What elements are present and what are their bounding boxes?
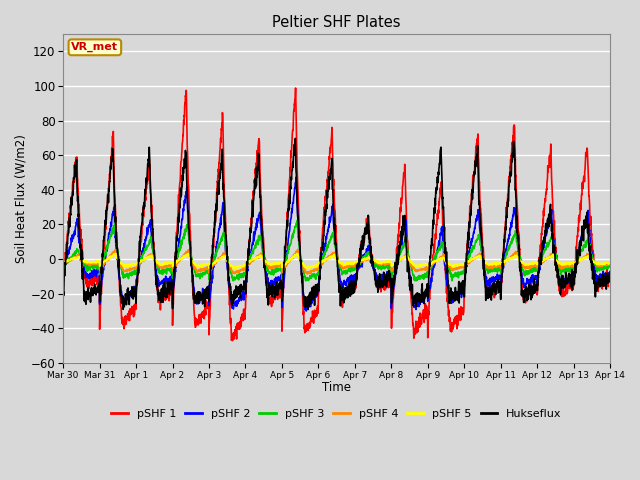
pSHF 2 (292, 174, 300, 180)
pSHF 5 (60, 260, 67, 266)
pSHF 4 (558, 264, 566, 270)
pSHF 4 (212, 258, 220, 264)
pSHF 5 (558, 261, 566, 267)
pSHF 4 (303, 271, 311, 277)
pSHF 1 (365, 214, 372, 219)
pSHF 1 (228, 338, 236, 344)
pSHF 3 (60, 265, 67, 271)
pSHF 2 (365, 245, 372, 251)
pSHF 3 (353, 262, 360, 267)
Hukseflux (606, 270, 614, 276)
pSHF 5 (606, 260, 614, 266)
Hukseflux (573, 247, 581, 252)
pSHF 2 (212, 250, 220, 256)
Line: Hukseflux: Hukseflux (63, 138, 610, 310)
pSHF 1 (292, 85, 300, 91)
Hukseflux (365, 226, 372, 232)
pSHF 5 (306, 265, 314, 271)
pSHF 2 (606, 269, 614, 275)
pSHF 5 (212, 259, 220, 264)
pSHF 2 (302, 308, 310, 314)
Title: Peltier SHF Plates: Peltier SHF Plates (273, 15, 401, 30)
pSHF 1 (353, 277, 360, 283)
Legend: pSHF 1, pSHF 2, pSHF 3, pSHF 4, pSHF 5, Hukseflux: pSHF 1, pSHF 2, pSHF 3, pSHF 4, pSHF 5, … (107, 405, 566, 423)
Hukseflux (291, 135, 299, 141)
pSHF 3 (293, 218, 301, 224)
pSHF 4 (353, 259, 360, 264)
Line: pSHF 2: pSHF 2 (63, 177, 610, 311)
pSHF 5 (365, 255, 372, 261)
pSHF 5 (496, 260, 504, 266)
pSHF 1 (60, 276, 67, 282)
pSHF 1 (212, 216, 220, 222)
Line: pSHF 1: pSHF 1 (63, 88, 610, 341)
Hukseflux (353, 271, 360, 276)
Hukseflux (60, 295, 67, 301)
pSHF 3 (212, 252, 220, 257)
pSHF 4 (573, 260, 581, 266)
pSHF 3 (606, 264, 614, 270)
pSHF 1 (606, 278, 614, 284)
pSHF 3 (558, 268, 566, 274)
pSHF 2 (60, 272, 67, 277)
pSHF 5 (573, 259, 581, 264)
X-axis label: Time: Time (322, 381, 351, 394)
pSHF 5 (112, 251, 120, 256)
pSHF 4 (294, 246, 301, 252)
pSHF 2 (558, 285, 566, 290)
pSHF 3 (573, 257, 581, 263)
Line: pSHF 3: pSHF 3 (63, 221, 610, 281)
pSHF 3 (496, 265, 504, 271)
pSHF 1 (558, 284, 566, 290)
pSHF 4 (365, 254, 372, 260)
Line: pSHF 4: pSHF 4 (63, 249, 610, 274)
pSHF 4 (496, 262, 504, 267)
Hukseflux (304, 307, 312, 312)
Y-axis label: Soil Heat Flux (W/m2): Soil Heat Flux (W/m2) (15, 134, 28, 263)
Hukseflux (212, 210, 220, 216)
pSHF 1 (496, 279, 504, 285)
pSHF 4 (60, 261, 67, 267)
pSHF 1 (573, 235, 581, 240)
Line: pSHF 5: pSHF 5 (63, 253, 610, 268)
pSHF 2 (496, 272, 504, 278)
Hukseflux (496, 279, 504, 285)
pSHF 4 (606, 262, 614, 267)
pSHF 3 (388, 278, 396, 284)
pSHF 3 (364, 251, 372, 257)
Text: VR_met: VR_met (72, 42, 118, 52)
Hukseflux (558, 283, 566, 288)
pSHF 2 (353, 274, 360, 279)
pSHF 5 (353, 259, 360, 264)
pSHF 2 (573, 255, 581, 261)
